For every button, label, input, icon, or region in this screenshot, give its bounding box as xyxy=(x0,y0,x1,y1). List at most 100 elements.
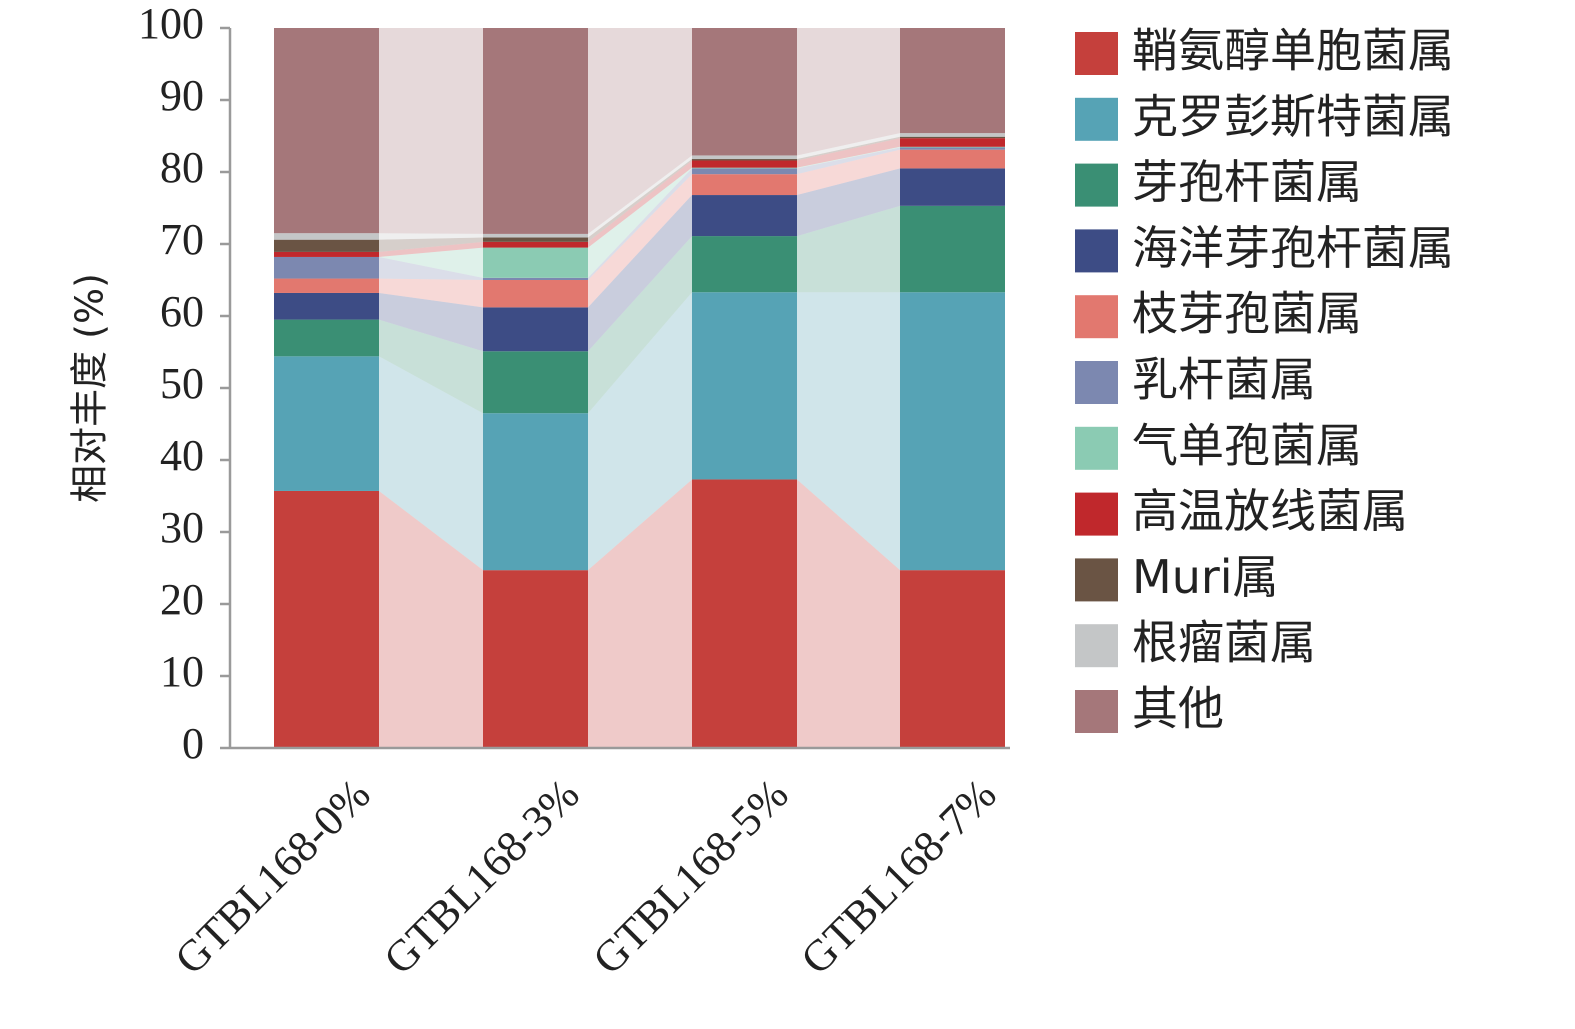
bar-segment xyxy=(692,159,797,161)
connector-band xyxy=(379,278,483,308)
connector-band xyxy=(797,146,900,169)
legend-label: 芽孢杆菌属 xyxy=(1132,155,1362,209)
x-tick-label: GTBL168-5% xyxy=(583,769,797,983)
bar-segment xyxy=(483,28,588,234)
bar-segment xyxy=(692,168,797,175)
y-tick-label: 40 xyxy=(160,431,204,480)
legend-swatch xyxy=(1075,229,1118,273)
connector-band xyxy=(588,159,692,242)
bar-segment xyxy=(692,479,797,748)
bar-segment xyxy=(483,241,588,248)
bar-segment xyxy=(274,251,379,257)
connector-band xyxy=(797,136,900,161)
y-tick-label: 0 xyxy=(182,719,204,768)
connector-band xyxy=(588,292,692,571)
legend-label: Muri属 xyxy=(1132,550,1279,604)
bar-segment xyxy=(483,237,588,242)
y-tick-label: 100 xyxy=(138,0,204,48)
bar-segment xyxy=(483,351,588,414)
bar-segment xyxy=(692,236,797,293)
bar-segment xyxy=(900,138,1005,147)
connector-band xyxy=(797,133,900,160)
y-tick-label: 80 xyxy=(160,143,204,192)
y-tick-label: 20 xyxy=(160,575,204,624)
y-tick-label: 30 xyxy=(160,503,204,552)
bar-segment xyxy=(274,233,379,240)
connector-band xyxy=(588,195,692,352)
bar-segment xyxy=(900,28,1005,134)
bar-segment xyxy=(692,195,797,237)
bar-segment xyxy=(900,292,1005,571)
bar-segment xyxy=(900,147,1005,150)
legend-label: 枝芽孢菌属 xyxy=(1132,287,1362,341)
legend-label: 高温放线菌属 xyxy=(1132,484,1408,538)
connector-band xyxy=(797,147,900,175)
plot-area xyxy=(274,28,1005,748)
bar-segment xyxy=(900,570,1005,748)
connector-band xyxy=(588,167,692,278)
connector-band xyxy=(797,138,900,168)
connector-band xyxy=(797,292,900,571)
legend-swatch xyxy=(1075,426,1118,470)
connector-band xyxy=(797,149,900,196)
bar-segment xyxy=(692,167,797,169)
y-axis-label: 相对丰度 (%) xyxy=(68,273,112,503)
connector-band xyxy=(379,233,483,240)
connector-band xyxy=(588,155,692,238)
y-tick-label: 50 xyxy=(160,359,204,408)
x-tick-label: GTBL168-3% xyxy=(374,769,588,983)
bar-segment xyxy=(900,205,1005,293)
connector-band xyxy=(379,319,483,414)
bar-segment xyxy=(900,168,1005,206)
y-tick-label: 60 xyxy=(160,287,204,336)
legend-label: 克罗彭斯特菌属 xyxy=(1132,89,1454,143)
legend-label: 根瘤菌属 xyxy=(1132,616,1316,670)
legend-swatch xyxy=(1075,492,1118,536)
connector-band xyxy=(379,256,483,280)
connector-band xyxy=(379,28,483,234)
legend-label: 海洋芽孢杆菌属 xyxy=(1132,221,1454,275)
legend-label: 鞘氨醇单胞菌属 xyxy=(1132,24,1454,78)
x-tick-label: GTBL168-7% xyxy=(791,769,1005,983)
bar-segment xyxy=(483,277,588,280)
connector-band xyxy=(379,292,483,352)
bar-segment xyxy=(274,356,379,491)
connector-band xyxy=(588,168,692,280)
bar-segment xyxy=(692,174,797,196)
bar-segment xyxy=(900,146,1005,148)
legend-label: 其他 xyxy=(1132,682,1224,736)
connector-band xyxy=(588,28,692,234)
legend: 鞘氨醇单胞菌属克罗彭斯特菌属芽孢杆菌属海洋芽孢杆菌属枝芽孢菌属乳杆菌属气单孢菌属… xyxy=(1075,24,1454,736)
bar-segment xyxy=(900,133,1005,137)
bar-segment xyxy=(692,28,797,156)
bar-segment xyxy=(274,239,379,252)
bar-segment xyxy=(692,292,797,480)
connector-band xyxy=(588,160,692,248)
connector-band xyxy=(379,356,483,571)
bar-segment xyxy=(692,160,797,168)
bar-segment xyxy=(483,413,588,571)
y-tick-label: 70 xyxy=(160,215,204,264)
bar-segment xyxy=(274,256,379,279)
y-tick-label: 90 xyxy=(160,71,204,120)
bar-segment xyxy=(274,292,379,320)
connector-band xyxy=(379,247,483,278)
connector-band xyxy=(588,479,692,748)
legend-label: 乳杆菌属 xyxy=(1132,353,1316,407)
connector-band xyxy=(588,174,692,308)
bar-segment xyxy=(483,570,588,748)
bar-segment xyxy=(483,247,588,278)
connector-band xyxy=(379,237,483,252)
bar-segment xyxy=(274,490,379,748)
connector-band xyxy=(588,236,692,414)
bar-segment xyxy=(274,28,379,234)
y-tick-label: 10 xyxy=(160,647,204,696)
bar-segment xyxy=(900,149,1005,169)
bar-segment xyxy=(274,319,379,357)
connector-band xyxy=(797,28,900,156)
bar-segment xyxy=(483,307,588,352)
x-tick-labels: GTBL168-0%GTBL168-3%GTBL168-5%GTBL168-7% xyxy=(165,769,1005,983)
legend-swatch xyxy=(1075,558,1118,602)
legend-swatch xyxy=(1075,295,1118,339)
connector-band xyxy=(379,490,483,748)
